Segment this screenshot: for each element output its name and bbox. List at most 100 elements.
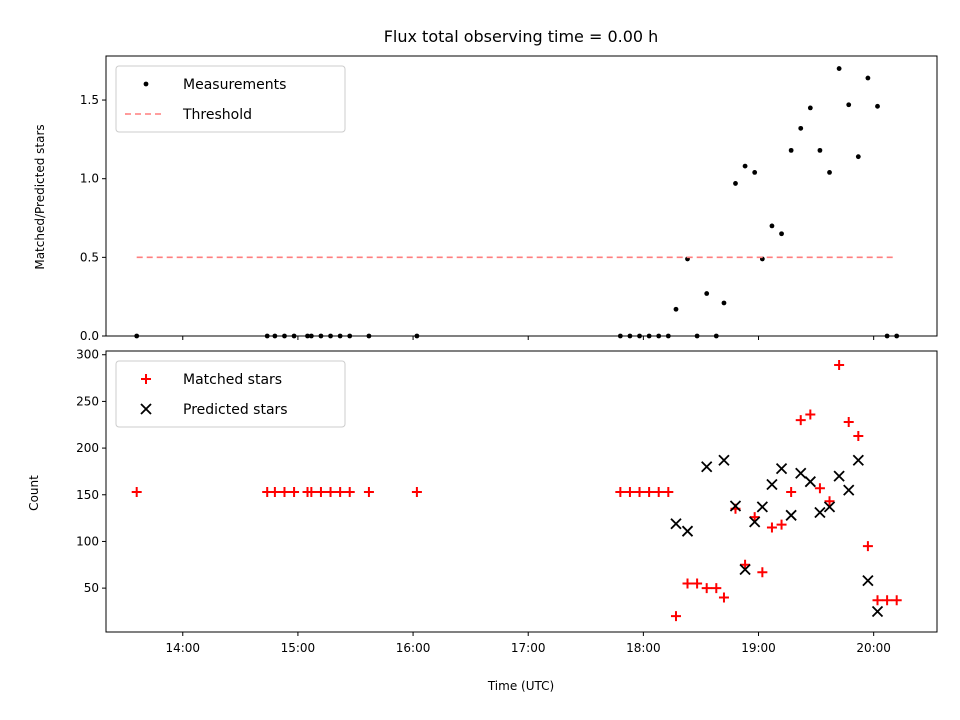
predicted-star-point <box>785 509 797 521</box>
matched-star-point <box>411 486 422 497</box>
measurement-point <box>617 333 623 339</box>
predicted-star-point <box>862 575 874 587</box>
measurement-point <box>291 333 297 339</box>
matched-star-point <box>279 486 290 497</box>
measurement-point <box>704 291 710 296</box>
predicted-star-point <box>775 462 788 475</box>
predicted-star-point <box>843 484 855 496</box>
measurement-point <box>769 223 775 229</box>
top-y-tick-label: 0.5 <box>80 250 99 264</box>
predicted-star-point <box>804 476 816 488</box>
matched-star-point <box>711 583 722 594</box>
measurement-point <box>752 170 758 175</box>
matched-star-point <box>663 486 674 497</box>
measurement-point <box>282 333 287 339</box>
measurement-point <box>673 306 679 312</box>
bottom-y-axis-label: Count <box>27 475 41 511</box>
legend-matched-marker <box>141 374 151 384</box>
matched-star-point <box>615 486 626 497</box>
bottom-y-tick-label: 250 <box>76 394 99 408</box>
matched-star-point <box>891 595 902 606</box>
measurement-point <box>836 66 842 71</box>
matched-star-point <box>315 486 326 497</box>
matched-star-point <box>853 430 864 441</box>
predicted-star-point <box>670 518 682 530</box>
x-tick-label: 14:00 <box>165 641 200 655</box>
x-tick-label: 18:00 <box>626 641 661 655</box>
measurement-point <box>627 333 633 339</box>
predicted-star-point <box>814 506 826 519</box>
measurement-point <box>134 333 140 339</box>
measurement-point <box>637 333 642 339</box>
legend-measurements-marker <box>143 81 149 87</box>
measurement-point <box>846 102 852 108</box>
top-legend-box <box>115 65 346 133</box>
matched-star-point <box>757 567 768 578</box>
matched-star-point <box>131 486 142 497</box>
measurement-point <box>337 333 343 339</box>
matched-star-point <box>363 486 374 497</box>
predicted-star-point <box>795 467 807 479</box>
matched-star-point <box>786 486 797 497</box>
matched-star-point <box>862 541 873 552</box>
matched-star-point <box>795 415 806 426</box>
legend-predicted-marker <box>140 403 152 415</box>
x-axis-label: Time (UTC) <box>487 679 554 693</box>
matched-star-point <box>692 578 703 589</box>
measurement-point <box>827 170 832 175</box>
top-y-axis-label: Matched/Predicted stars <box>33 124 47 269</box>
matched-star-point <box>306 486 317 497</box>
measurement-point <box>694 333 700 339</box>
measurement-point <box>875 103 880 109</box>
matched-star-point <box>344 486 355 497</box>
matched-star-point <box>701 583 712 594</box>
predicted-star-point <box>871 605 884 618</box>
matched-star-point <box>634 486 645 497</box>
matched-star-point <box>325 486 336 497</box>
predicted-star-point <box>852 454 864 466</box>
measurement-point <box>414 333 420 339</box>
x-tick-label: 15:00 <box>281 641 316 655</box>
matched-star-point <box>872 595 883 606</box>
measurement-point <box>305 333 310 339</box>
matched-star-point <box>834 360 845 371</box>
x-tick-label: 16:00 <box>396 641 431 655</box>
matched-star-point <box>644 486 655 497</box>
predicted-star-point <box>718 454 730 466</box>
predicted-star-point <box>833 470 845 482</box>
predicted-star-point <box>681 525 694 537</box>
x-tick-label: 17:00 <box>511 641 546 655</box>
top-y-tick-label: 0.0 <box>80 329 99 343</box>
measurement-point <box>347 333 353 339</box>
bottom-y-tick-label: 50 <box>84 581 99 595</box>
top-panel: Matched/Predicted stars 0.0 0.5 1.0 1.5 Meas… <box>33 55 938 343</box>
measurement-point <box>646 333 652 339</box>
legend-label: Predicted stars <box>183 402 288 418</box>
legend-label: Matched stars <box>183 372 282 388</box>
x-tick-label: 19:00 <box>741 641 776 655</box>
bottom-y-tick-label: 100 <box>76 534 99 548</box>
measurement-point <box>798 125 804 131</box>
measurement-point <box>308 333 314 339</box>
bottom-plot-frame <box>105 350 938 633</box>
legend-label: Measurements <box>183 77 286 93</box>
bottom-panel: Count Time (UTC) 50 100 150 200 250 300 14:00 1… <box>27 348 938 693</box>
matched-star-point <box>335 486 346 497</box>
measurement-point <box>272 333 278 339</box>
measurement-point <box>264 333 270 339</box>
matched-star-point <box>653 486 664 497</box>
top-y-tick-label: 1.5 <box>80 93 99 107</box>
matched-star-point <box>766 522 777 533</box>
bottom-y-tick-label: 200 <box>76 441 99 455</box>
matched-star-point <box>269 486 280 497</box>
predicted-star-point <box>739 563 751 576</box>
matched-star-point <box>289 486 300 497</box>
measurement-point <box>884 333 890 339</box>
measurement-point <box>656 333 662 339</box>
measurement-point <box>779 231 784 237</box>
measurement-point <box>742 163 748 169</box>
bottom-y-tick-label: 150 <box>76 488 99 502</box>
predicted-star-point <box>756 501 768 513</box>
matched-star-point <box>824 496 835 507</box>
